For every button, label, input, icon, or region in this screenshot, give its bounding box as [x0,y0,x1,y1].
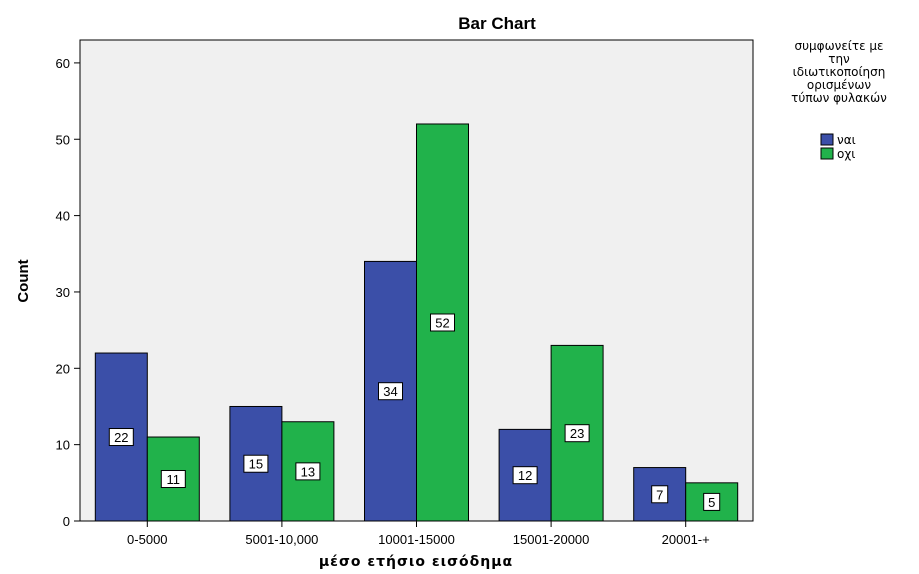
legend-item: οχι [820,147,855,161]
x-tick-label: 20001-+ [662,532,710,547]
data-label-text: 34 [383,384,397,399]
data-label: 11 [160,470,186,489]
data-label-text: 7 [656,487,663,502]
x-tick-label: 10001-15000 [378,532,455,547]
data-label: 23 [564,424,590,443]
y-axis: 0 10 20 30 40 50 60 [56,56,80,529]
chart-title: Bar Chart [458,14,536,33]
data-label-box [430,313,455,332]
y-tick-label: 10 [56,438,70,453]
data-label-text: 52 [435,315,449,330]
bars [94,123,739,522]
y-axis-label: Count [15,259,32,302]
x-axis-label: μέσο ετήσιο εισόδημα [319,554,513,570]
data-label-text: 12 [518,468,532,483]
x-tick-label: 0-5000 [127,532,167,547]
data-label: 15 [243,454,269,473]
y-tick-label: 20 [56,361,70,376]
y-tick-label: 40 [56,209,70,224]
bar [146,436,200,522]
data-label: 12 [512,466,538,485]
data-label: 5 [703,492,721,511]
data-label-box [295,462,321,481]
data-label: 22 [108,428,134,447]
data-label-box [564,424,590,443]
y-tick-label: 60 [56,56,70,71]
legend-item: ναι [820,133,856,147]
data-label: 52 [430,313,455,332]
data-label-text: 22 [114,430,128,445]
legend-title-line: ιδιωτικοποίηση [793,65,886,79]
x-tick-label: 15001-20000 [513,532,590,547]
x-axis: 0-5000 5001-10,000 10001-15000 15001-20000 2… [127,521,710,547]
data-label-box [703,492,721,511]
x-tick-label: 5001-10,000 [245,532,318,547]
data-label: 34 [378,382,403,401]
data-label-box [108,428,134,447]
data-labels: 22 11 15 13 34 52 12 23 7 5 [108,313,721,511]
data-label-text: 5 [708,495,715,510]
y-tick-label: 0 [63,514,70,529]
data-label: 7 [651,485,669,504]
legend-label: οχι [837,147,855,161]
data-label: 13 [295,462,321,481]
data-label-box [512,466,538,485]
legend-label: ναι [837,133,856,147]
legend-title-line: συμφωνείτε με [794,39,883,53]
legend-title-line: τύπων φυλακών [791,91,887,105]
data-label-text: 11 [167,472,181,487]
y-tick-label: 50 [56,132,70,147]
data-label-box [160,470,186,489]
data-label-text: 13 [301,464,315,479]
data-label-box [651,485,669,504]
legend-swatch [820,133,834,146]
legend-swatch [820,147,834,160]
data-label-text: 23 [570,426,584,441]
legend: συμφωνείτε μετηνιδιωτικοποίησηορισμένωντ… [791,39,887,161]
legend-title-line: την [828,52,850,66]
y-tick-label: 30 [56,285,70,300]
legend-title-line: ορισμένων [807,78,871,92]
data-label-box [378,382,403,401]
data-label-box [243,454,269,473]
data-label-text: 15 [249,457,263,472]
